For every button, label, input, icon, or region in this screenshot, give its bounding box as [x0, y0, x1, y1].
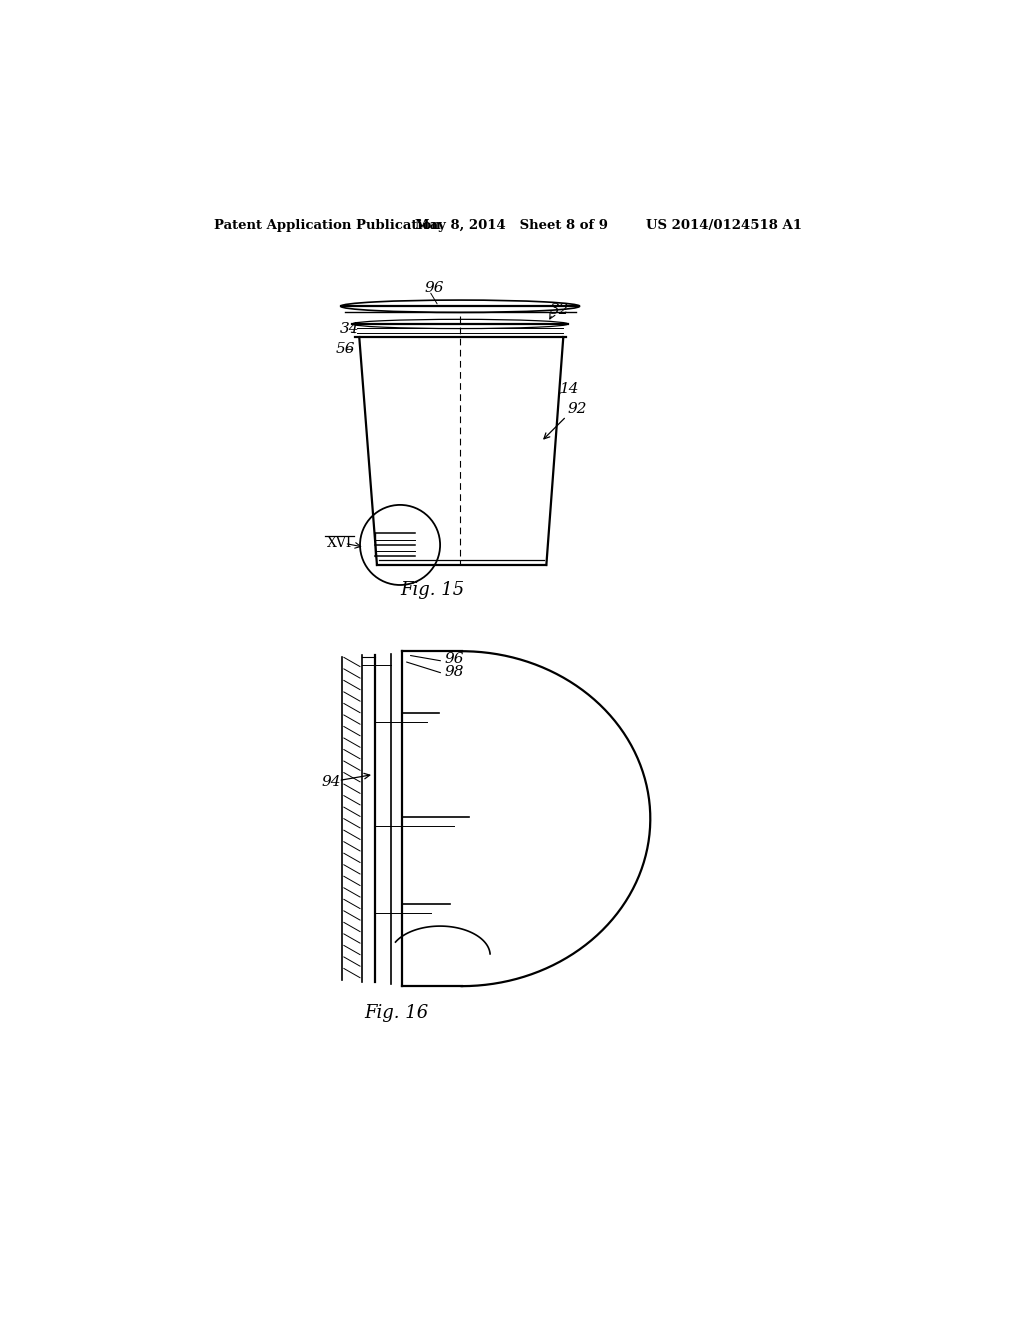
Text: 94: 94 [322, 775, 341, 789]
Text: Fig. 16: Fig. 16 [364, 1005, 428, 1022]
Text: Patent Application Publication: Patent Application Publication [214, 219, 440, 232]
Text: XVI: XVI [327, 536, 352, 550]
Text: 32: 32 [550, 304, 569, 317]
Text: Fig. 15: Fig. 15 [400, 581, 464, 598]
Text: 56: 56 [336, 342, 355, 356]
Text: US 2014/0124518 A1: US 2014/0124518 A1 [646, 219, 803, 232]
Text: 14: 14 [560, 383, 580, 396]
Text: 34: 34 [340, 322, 359, 337]
Text: 96: 96 [444, 652, 464, 665]
Text: 96: 96 [425, 281, 444, 294]
Text: 98: 98 [444, 665, 464, 678]
Text: 92: 92 [567, 401, 587, 416]
Text: May 8, 2014   Sheet 8 of 9: May 8, 2014 Sheet 8 of 9 [416, 219, 608, 232]
